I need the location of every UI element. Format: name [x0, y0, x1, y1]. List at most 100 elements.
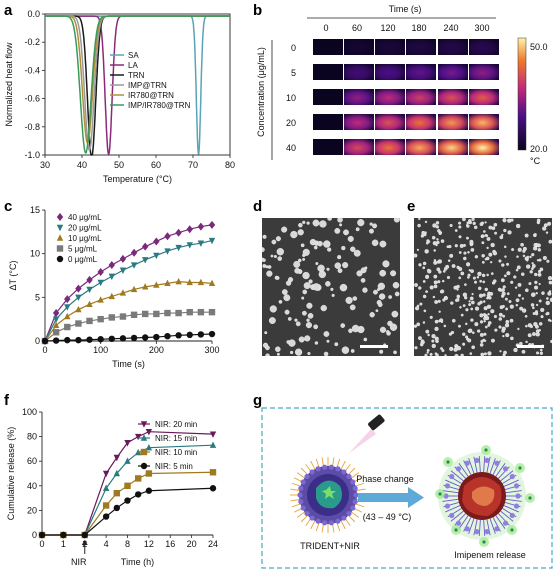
lipid-head	[474, 457, 480, 463]
particle-d	[304, 335, 311, 342]
lipid-head	[502, 520, 509, 526]
nir-annotation: NIR	[71, 557, 87, 567]
particle-d	[274, 275, 279, 280]
data-point	[108, 292, 115, 300]
particle-e	[441, 349, 445, 353]
data-point	[142, 283, 149, 290]
x-tick-label-a: 50	[114, 160, 124, 170]
particle-e	[416, 322, 421, 327]
scale-bar-d	[360, 345, 388, 348]
data-point	[164, 248, 171, 255]
particle-e	[436, 267, 441, 272]
particle-e	[499, 235, 504, 240]
particle-e	[438, 319, 442, 323]
particle-d	[394, 291, 400, 297]
particle-d	[275, 346, 281, 353]
data-point	[52, 337, 60, 344]
particle-e	[458, 251, 462, 254]
particle-e	[499, 305, 504, 310]
particle-e	[545, 231, 549, 234]
particle-e	[470, 243, 473, 247]
data-point	[145, 470, 153, 477]
data-point	[145, 428, 153, 436]
particle-d	[386, 330, 390, 334]
particle-e	[520, 242, 524, 247]
time-label: 60	[352, 23, 362, 33]
particle-e	[525, 324, 528, 328]
release-chart: 0124812162024020406080100NIRTime (h)Cumu…	[6, 407, 218, 567]
particle-e	[433, 260, 438, 265]
colorbar-min-label: 20.0	[530, 144, 548, 154]
particle-e	[502, 218, 507, 223]
particle-e	[542, 255, 547, 261]
x-tick-label: 20	[187, 539, 197, 549]
lipid-tail	[503, 479, 519, 487]
particle-e	[487, 313, 490, 316]
particle-e	[462, 342, 466, 346]
series-line	[44, 281, 213, 342]
particle-e	[531, 262, 534, 265]
particle-e	[422, 321, 426, 324]
particle-e	[510, 280, 514, 284]
particle-d	[349, 304, 356, 311]
time-label: 240	[443, 23, 458, 33]
y-axis-label-c: ΔT (°C)	[8, 261, 18, 291]
particle-e	[470, 318, 474, 322]
lipid-head	[350, 479, 356, 485]
lipid-tail	[355, 488, 366, 492]
data-point	[119, 289, 127, 296]
particle-d	[296, 350, 302, 356]
panel-label-b: b	[253, 2, 263, 19]
lipid-tail	[354, 503, 365, 508]
particle-e	[459, 306, 462, 309]
particle-d	[360, 278, 366, 283]
particle-e	[535, 292, 538, 295]
particle-d	[267, 265, 272, 269]
particle-d	[266, 270, 273, 277]
particle-e	[548, 280, 552, 285]
thermal-image-cell	[375, 64, 405, 80]
thermal-image-cell	[375, 139, 405, 155]
particle-e	[458, 225, 462, 229]
y-axis-label-f: Cumulative release (%)	[6, 427, 16, 521]
legend-marker-f	[140, 462, 148, 470]
particle-e	[545, 300, 550, 306]
particle-e	[548, 239, 552, 244]
particle-e	[456, 284, 460, 289]
particle-d	[341, 245, 346, 251]
particle-e	[456, 346, 462, 351]
data-point	[175, 228, 182, 237]
concentration-label: 0	[291, 43, 296, 53]
particle-e	[472, 276, 476, 280]
particle-e	[481, 241, 485, 245]
x-tick-label-a: 30	[40, 160, 50, 170]
lipid-head	[494, 526, 500, 532]
particle-e	[490, 338, 495, 343]
particle-e	[417, 223, 421, 228]
particle-d	[312, 219, 320, 227]
particle-e	[444, 354, 447, 356]
thermal-image-cell	[375, 39, 405, 55]
data-point	[113, 489, 121, 497]
particle-d	[281, 226, 288, 233]
particle-e	[505, 307, 509, 311]
particle-e	[538, 258, 542, 262]
data-point	[64, 323, 71, 331]
particle-e	[442, 270, 446, 273]
particle-d	[294, 318, 298, 322]
particle-e	[469, 352, 473, 355]
particle-e	[444, 296, 449, 300]
lipid-tail	[495, 463, 506, 477]
particle-d	[306, 318, 310, 322]
particle-e	[431, 235, 436, 240]
data-point	[134, 475, 142, 482]
particle-e	[489, 291, 494, 296]
data-point	[86, 336, 93, 343]
particle-e	[451, 264, 456, 268]
particle-e	[547, 276, 552, 281]
particle-d	[339, 223, 343, 227]
particle-e	[528, 282, 532, 286]
data-point	[38, 531, 46, 539]
particle-d	[334, 227, 341, 234]
particle-e	[459, 243, 464, 248]
